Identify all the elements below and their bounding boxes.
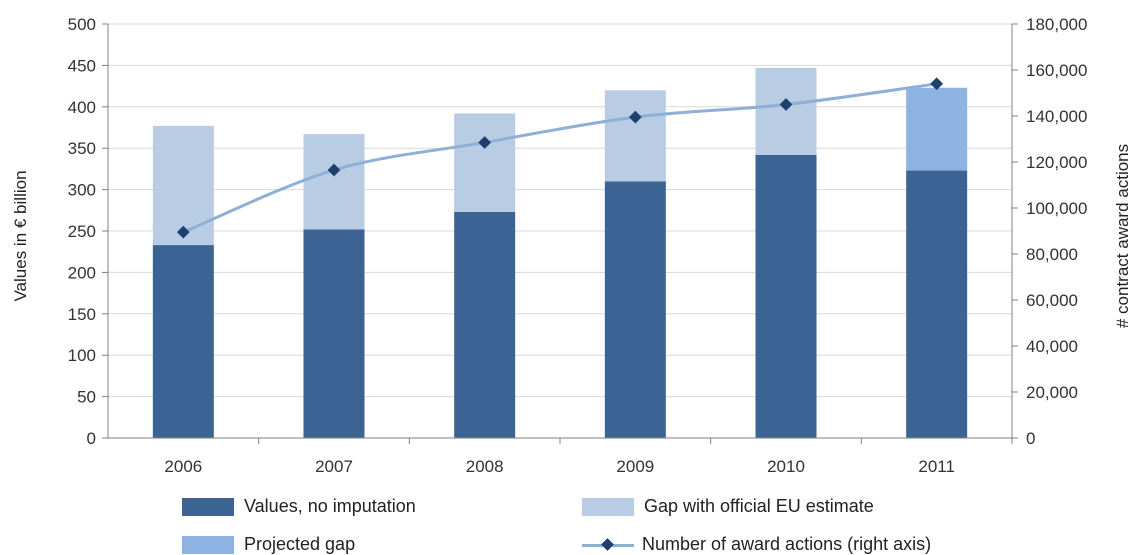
right-axis-title: # contract award actions	[1113, 144, 1132, 328]
bar-values-no-imputation	[303, 229, 365, 438]
gridlines	[108, 23, 1012, 398]
bar-values-no-imputation	[604, 181, 666, 438]
award-actions-line	[176, 77, 944, 239]
left-tick-label: 50	[77, 388, 96, 407]
bar-gap-official	[604, 90, 666, 182]
right-tick-label: 180,000	[1026, 15, 1087, 34]
bar-projected-gap	[906, 87, 968, 171]
bar-values-no-imputation	[152, 245, 214, 438]
axes	[102, 23, 1018, 444]
left-tick-label: 150	[68, 305, 96, 324]
left-tick-label: 500	[68, 15, 96, 34]
left-tick-label: 0	[87, 429, 96, 448]
x-tick-label: 2008	[466, 457, 504, 476]
bar-gap-official	[303, 134, 365, 230]
right-tick-label: 120,000	[1026, 153, 1087, 172]
tick-labels: 0 50 100 150 200 250 300 350 400 450 500 0 20,000 40,…	[68, 15, 1088, 476]
x-tick-label: 2010	[767, 457, 805, 476]
bar-gap-official	[454, 113, 516, 212]
right-tick-label: 80,000	[1026, 245, 1078, 264]
x-tick-label: 2006	[164, 457, 202, 476]
x-tick-label: 2011	[918, 457, 955, 476]
left-tick-label: 250	[68, 222, 96, 241]
left-tick-label: 200	[68, 263, 96, 282]
x-tick-label: 2007	[315, 457, 353, 476]
left-tick-label: 100	[68, 346, 96, 365]
bar-values-no-imputation	[906, 170, 968, 438]
right-tick-label: 160,000	[1026, 61, 1087, 80]
award-actions-point	[478, 136, 492, 149]
bar-gap-official	[755, 67, 817, 155]
right-tick-label: 60,000	[1026, 291, 1078, 310]
bar-values-no-imputation	[454, 211, 516, 438]
award-actions-point	[327, 163, 341, 177]
right-tick-label: 100,000	[1026, 199, 1087, 218]
right-tick-label: 20,000	[1026, 383, 1078, 402]
right-tick-label: 140,000	[1026, 107, 1087, 126]
bar-gap-official	[152, 125, 214, 246]
right-tick-label: 40,000	[1026, 337, 1078, 356]
award-actions-curve	[182, 82, 937, 234]
left-tick-label: 350	[68, 139, 96, 158]
x-tick-label: 2009	[616, 457, 654, 476]
award-actions-point	[176, 225, 190, 239]
bars	[152, 67, 968, 438]
left-tick-label: 300	[68, 181, 96, 200]
bar-values-no-imputation	[755, 154, 817, 438]
right-tick-label: 0	[1026, 429, 1035, 448]
left-axis-title: Values in € billion	[11, 170, 30, 301]
left-tick-label: 400	[68, 98, 96, 117]
left-tick-label: 450	[68, 56, 96, 75]
